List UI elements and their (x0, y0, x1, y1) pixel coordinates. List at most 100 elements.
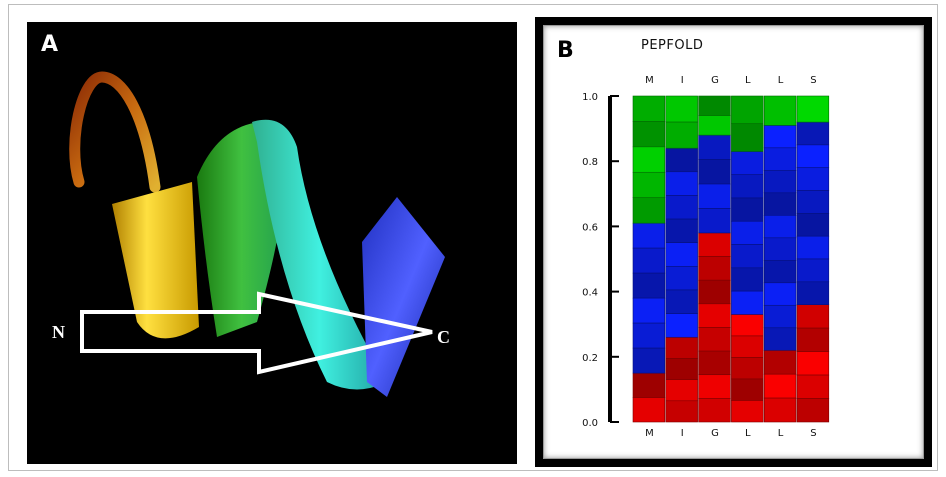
x-tick-label: I (681, 75, 684, 86)
bar-band (698, 279, 731, 305)
bar-band (763, 147, 797, 171)
bar-band (763, 260, 797, 284)
bar-band (698, 159, 731, 185)
bar-band (763, 192, 797, 216)
bar-band (632, 297, 666, 324)
bar-band (763, 304, 797, 329)
bar-band (665, 95, 698, 123)
bar-band (632, 95, 666, 122)
bar-band (731, 335, 764, 358)
bar-band (763, 215, 797, 239)
bar-band (632, 171, 666, 199)
bar-band (731, 123, 764, 152)
bar-band (665, 336, 698, 359)
bar-band (698, 134, 731, 160)
bar-band (632, 146, 666, 173)
bar-band (665, 266, 698, 291)
bar-band (731, 197, 764, 222)
bar-band (665, 400, 698, 423)
bar-band (698, 232, 731, 257)
n-terminus-label: N (52, 322, 65, 342)
x-tick-label: I (681, 428, 684, 439)
bar-band (665, 195, 698, 220)
figure-frame (8, 4, 938, 471)
bar-band (665, 289, 698, 314)
bar-band (796, 304, 830, 329)
bar-band (665, 121, 698, 149)
bar-band (796, 398, 830, 423)
bar-band (796, 258, 830, 283)
bar-band (796, 95, 830, 123)
bar-band (665, 358, 698, 380)
bar-band (698, 350, 731, 376)
bar-band (665, 218, 698, 244)
bar-band (731, 174, 764, 199)
c-terminus-label: C (437, 327, 450, 347)
bar-band (763, 95, 797, 126)
pepfold-chart: 0.0 0.2 0.4 0.6 0.8 1.0 M M I I G G L L L L S S (582, 75, 830, 439)
peptide-ribbon-structure (69, 71, 445, 397)
bar-band (796, 121, 830, 146)
x-labels: M M I I G G L L L L S S (645, 75, 817, 439)
bar-band (698, 208, 731, 234)
bar-band (763, 327, 797, 351)
bar-band (731, 290, 764, 315)
bar-band (698, 95, 731, 116)
bar-band (763, 237, 797, 261)
bar-band (796, 235, 830, 260)
x-tick-label: L (778, 75, 784, 86)
bar-band (731, 400, 764, 423)
bar-band (796, 327, 830, 352)
x-tick-label: L (778, 428, 784, 439)
bar-band (796, 351, 830, 376)
x-tick-label: M (645, 428, 654, 439)
bar-band (632, 272, 666, 299)
bar-band (763, 349, 797, 375)
bar-band (731, 267, 764, 292)
bar-band (632, 197, 666, 224)
x-tick-label: S (810, 75, 816, 86)
y-tick-label: 0.6 (582, 222, 598, 233)
bar-band (665, 147, 698, 173)
chart-title: PEPFOLD (641, 38, 704, 53)
bar-band (665, 379, 698, 402)
bar-band (632, 347, 666, 374)
bar-band (796, 144, 830, 169)
bar-band (731, 151, 764, 176)
bar-band (796, 281, 830, 305)
bar-band (632, 322, 666, 349)
bar-band (731, 314, 764, 337)
x-tick-label: L (745, 428, 751, 439)
x-tick-label: G (711, 428, 719, 439)
y-tick-label: 0.4 (582, 288, 598, 299)
bar-band (731, 220, 764, 245)
bar-band (796, 167, 830, 191)
bar-band (763, 170, 797, 194)
bars (632, 95, 830, 423)
panel-a-structure: A N C (27, 22, 517, 464)
bar-band (632, 222, 666, 249)
bar-band (698, 327, 731, 352)
x-tick-label: M (645, 75, 654, 86)
bar-band (731, 244, 764, 269)
bar-band (763, 373, 797, 399)
y-tick-label: 0.0 (582, 418, 598, 429)
bar-band (698, 115, 731, 136)
bar-band (763, 282, 797, 306)
bar-band (731, 357, 764, 380)
y-tick-label: 1.0 (582, 92, 598, 103)
bar-band (796, 190, 830, 214)
y-tick-label: 0.2 (582, 353, 598, 364)
bar-band (698, 256, 731, 281)
bar-band (763, 125, 797, 149)
bar-band (763, 397, 797, 423)
bar-band (632, 397, 666, 423)
bar-band (632, 121, 666, 148)
direction-arrow (80, 291, 433, 375)
panel-a-label: A (41, 32, 59, 57)
bar-band (698, 303, 731, 328)
bar-band (731, 378, 764, 401)
bar-band (665, 171, 698, 196)
x-tick-label: G (711, 75, 719, 86)
panel-b-label: B (557, 38, 574, 63)
